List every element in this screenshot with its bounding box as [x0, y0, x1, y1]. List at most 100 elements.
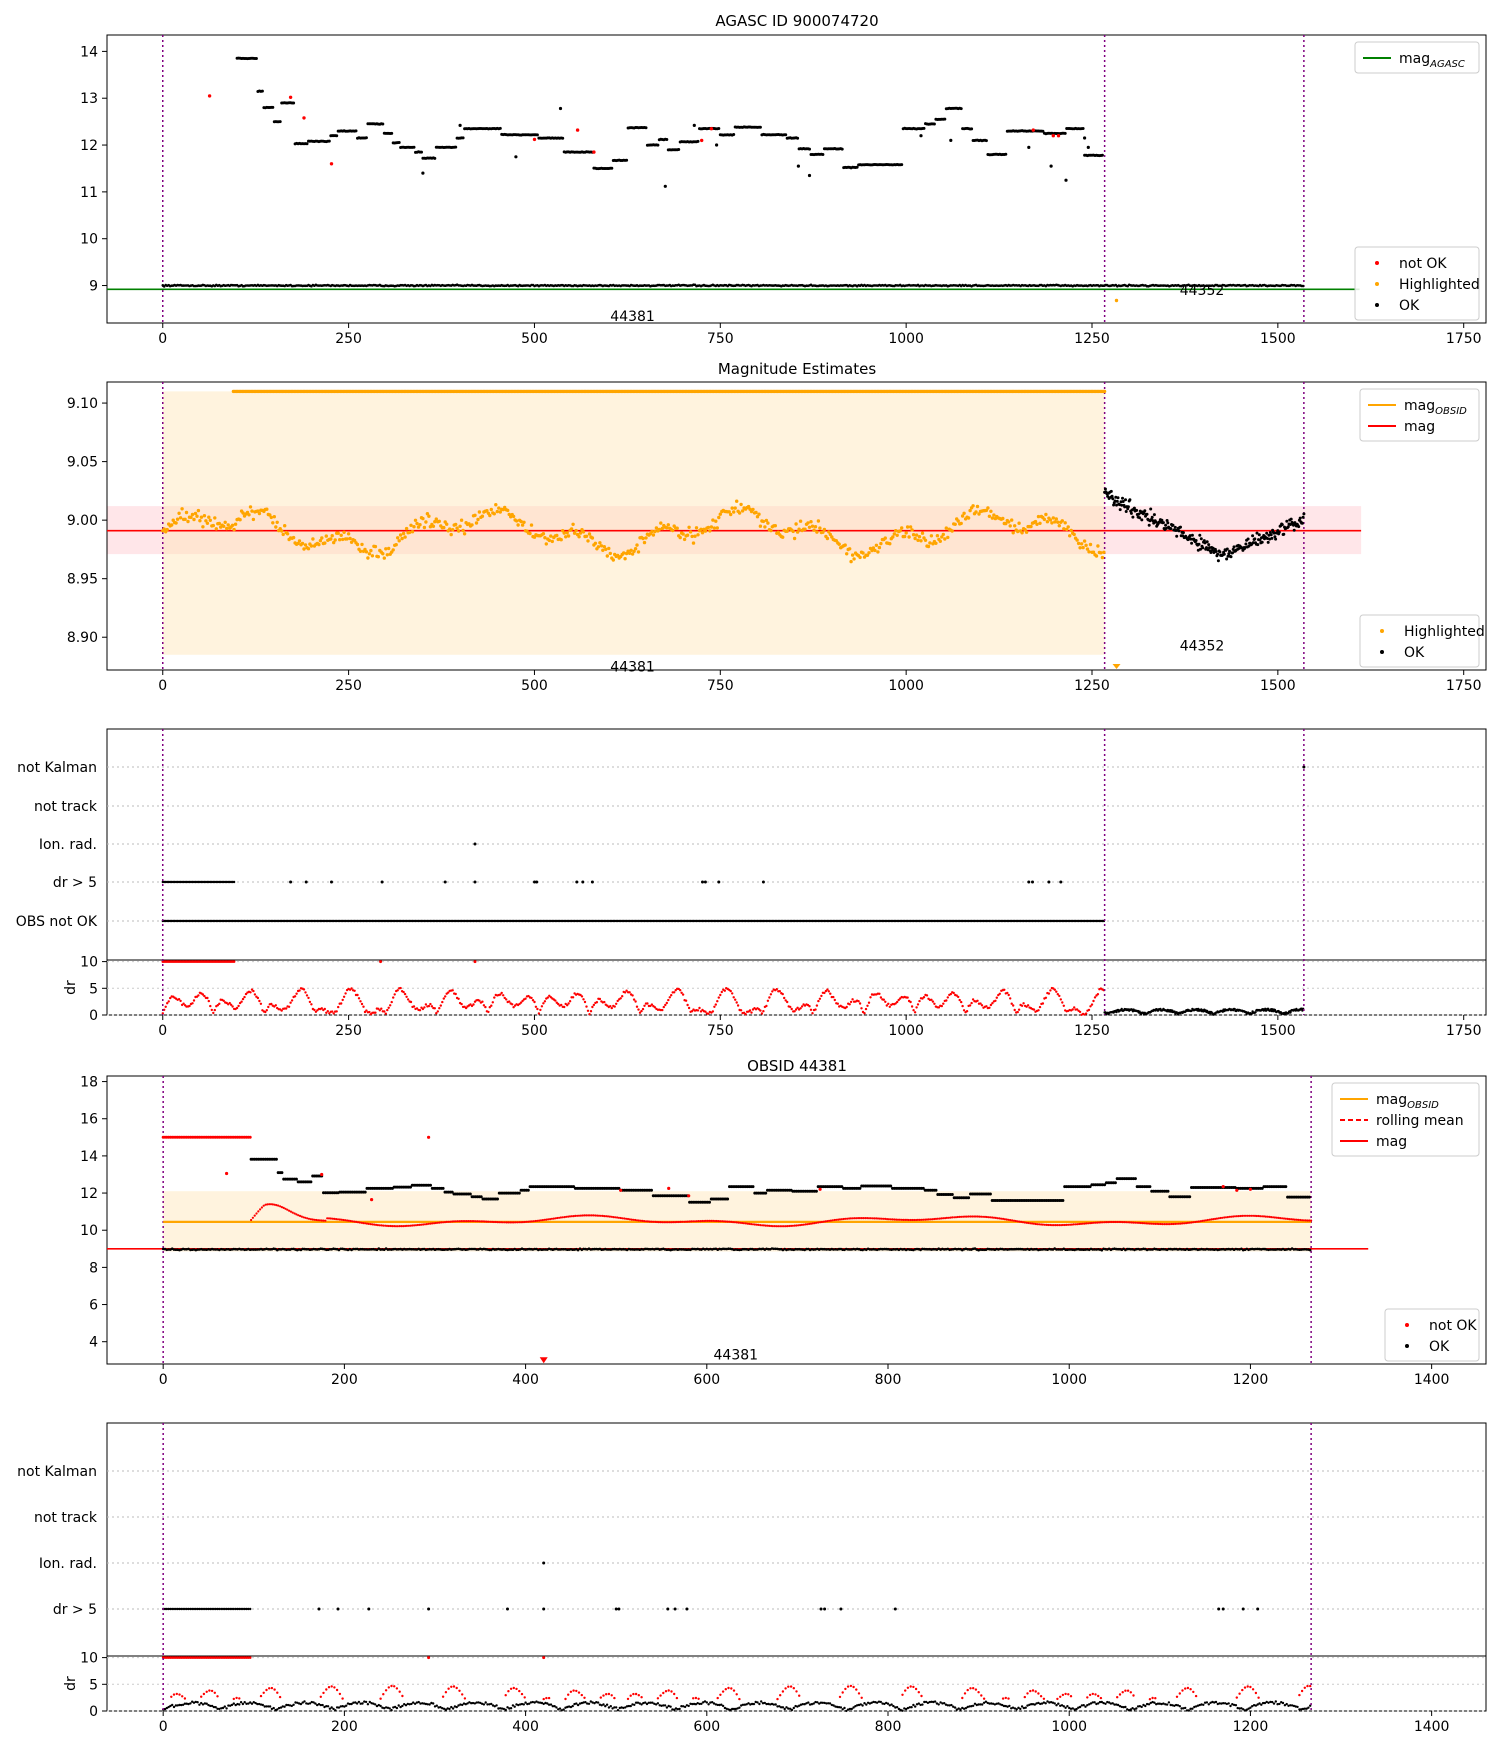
- p3-dr-point: [976, 999, 979, 1002]
- p1-ok-point: [692, 123, 696, 127]
- p2-ok-point: [1121, 496, 1124, 500]
- p2-highlight-point: [385, 553, 389, 557]
- p4-ytick-label: 16: [80, 1112, 98, 1128]
- p2-highlight-point: [269, 515, 273, 520]
- p2-highlight-point: [516, 523, 520, 527]
- p3-dr-point: [542, 1002, 545, 1005]
- p3-dr-point: [635, 1005, 639, 1008]
- p1-ok-point: [1100, 153, 1104, 157]
- p2-highlight-point: [1099, 551, 1103, 555]
- p3-dr-ytick-label: 10: [80, 955, 98, 971]
- p2-highlight-point: [272, 515, 276, 519]
- p2-highlight-point: [198, 519, 202, 523]
- p2-ok-point: [1269, 533, 1273, 537]
- p3-dr-point: [679, 989, 682, 992]
- p2-ok-point: [1150, 515, 1154, 519]
- p3-dr-point: [418, 1009, 422, 1012]
- p2-highlight-point: [715, 526, 719, 530]
- p2-highlight-point: [849, 559, 853, 564]
- p2-highlight-point: [376, 555, 380, 559]
- p3-dr-point: [567, 1002, 570, 1005]
- p2-highlight-point: [360, 542, 364, 547]
- p3-dr-point: [287, 1005, 291, 1008]
- p2-highlight-point: [1069, 528, 1073, 533]
- p3-dr-point: [591, 1005, 594, 1009]
- p2-highlight-point: [214, 527, 218, 531]
- p3-dr-point: [684, 999, 688, 1002]
- p3-dr-point: [1037, 1009, 1040, 1012]
- p2-ok-point: [1232, 545, 1236, 549]
- p1-ok-point: [335, 134, 339, 138]
- p2-highlight-point: [541, 532, 546, 536]
- p3-flag-point: [590, 880, 594, 884]
- p2-highlight-point: [381, 552, 385, 556]
- p2-highlight-point: [571, 522, 575, 526]
- p3-dr-point: [711, 1010, 715, 1013]
- p3-dr-point: [851, 998, 854, 1001]
- p3-dr-point: [918, 999, 921, 1003]
- p2-highlight-point: [926, 544, 931, 549]
- p2-highlight-point: [693, 534, 697, 538]
- p3-flag-point: [575, 880, 579, 884]
- p1-ok-point: [327, 139, 331, 143]
- p3-dr-point: [628, 991, 631, 994]
- p2-highlight-point: [975, 504, 980, 509]
- p3-dr-point: [402, 990, 405, 994]
- p3-dr-point: [442, 997, 445, 1000]
- p2-highlight-point: [850, 553, 855, 557]
- p2-ok-point: [1129, 511, 1133, 515]
- p1-ok-point: [717, 127, 721, 130]
- p2-highlight-point: [950, 529, 954, 533]
- p3-dr-point: [457, 997, 460, 1000]
- p2-highlight-point: [336, 531, 340, 535]
- p1-bottom-legend-label: not OK: [1399, 256, 1447, 272]
- p2-highlight-point: [944, 526, 948, 530]
- p3-dr-point: [502, 994, 505, 997]
- p2-highlight-point: [907, 535, 911, 539]
- p3-dr-point: [845, 1005, 848, 1009]
- p3-dr-point: [212, 1011, 215, 1015]
- p2-highlight-point: [549, 534, 553, 538]
- p3-dr-point: [631, 994, 634, 997]
- p4-xtick-label: 1400: [1414, 1372, 1450, 1388]
- p3-dr-point: [621, 995, 624, 998]
- p2-ok-point: [1135, 508, 1139, 512]
- p3-dr-point: [384, 1012, 387, 1015]
- p2-highlight-point: [608, 551, 612, 556]
- p3-dr-point: [265, 1009, 268, 1012]
- p2-highlight-point: [387, 546, 391, 551]
- p2-highlight-point: [629, 548, 633, 552]
- p2-highlight-point: [462, 532, 467, 536]
- p1-ok-point: [461, 136, 465, 140]
- p3-dr-point: [832, 995, 835, 999]
- p3-dr-point: [344, 992, 347, 995]
- p3-dr-point: [603, 1000, 606, 1004]
- p3-dr-point: [713, 1005, 716, 1008]
- p3-dr-point: [167, 1000, 170, 1003]
- p1-ok-point: [796, 164, 801, 168]
- p3-dr-point: [744, 1013, 747, 1016]
- p3-dr-point: [925, 994, 929, 997]
- p2-highlight-point: [852, 557, 856, 561]
- p3-dr-point: [460, 1002, 463, 1006]
- p2-highlight-point: [427, 514, 431, 518]
- p2-highlight-point: [196, 508, 201, 513]
- p2-highlight-point: [607, 546, 611, 551]
- p3-dr-point: [253, 993, 257, 996]
- p4-ok-point: [274, 1157, 278, 1161]
- p2-highlight-point: [916, 538, 920, 542]
- p2-highlight-point: [1029, 524, 1033, 529]
- p2-highlight-point: [384, 547, 388, 551]
- p1-xtick-label: 1250: [1074, 331, 1110, 347]
- p3-flag-point: [330, 880, 333, 884]
- p3-dr-point: [533, 1000, 536, 1004]
- p3-dr-point: [808, 1005, 811, 1008]
- p2-highlight-point: [1038, 521, 1042, 525]
- p2-highlight-point: [690, 534, 694, 539]
- p2-ok-point: [1161, 521, 1165, 525]
- p3-dr-point: [1053, 988, 1057, 991]
- p2-highlight-point: [424, 520, 428, 524]
- p3-dr-point: [766, 999, 770, 1002]
- p3-dr-point: [615, 1002, 618, 1005]
